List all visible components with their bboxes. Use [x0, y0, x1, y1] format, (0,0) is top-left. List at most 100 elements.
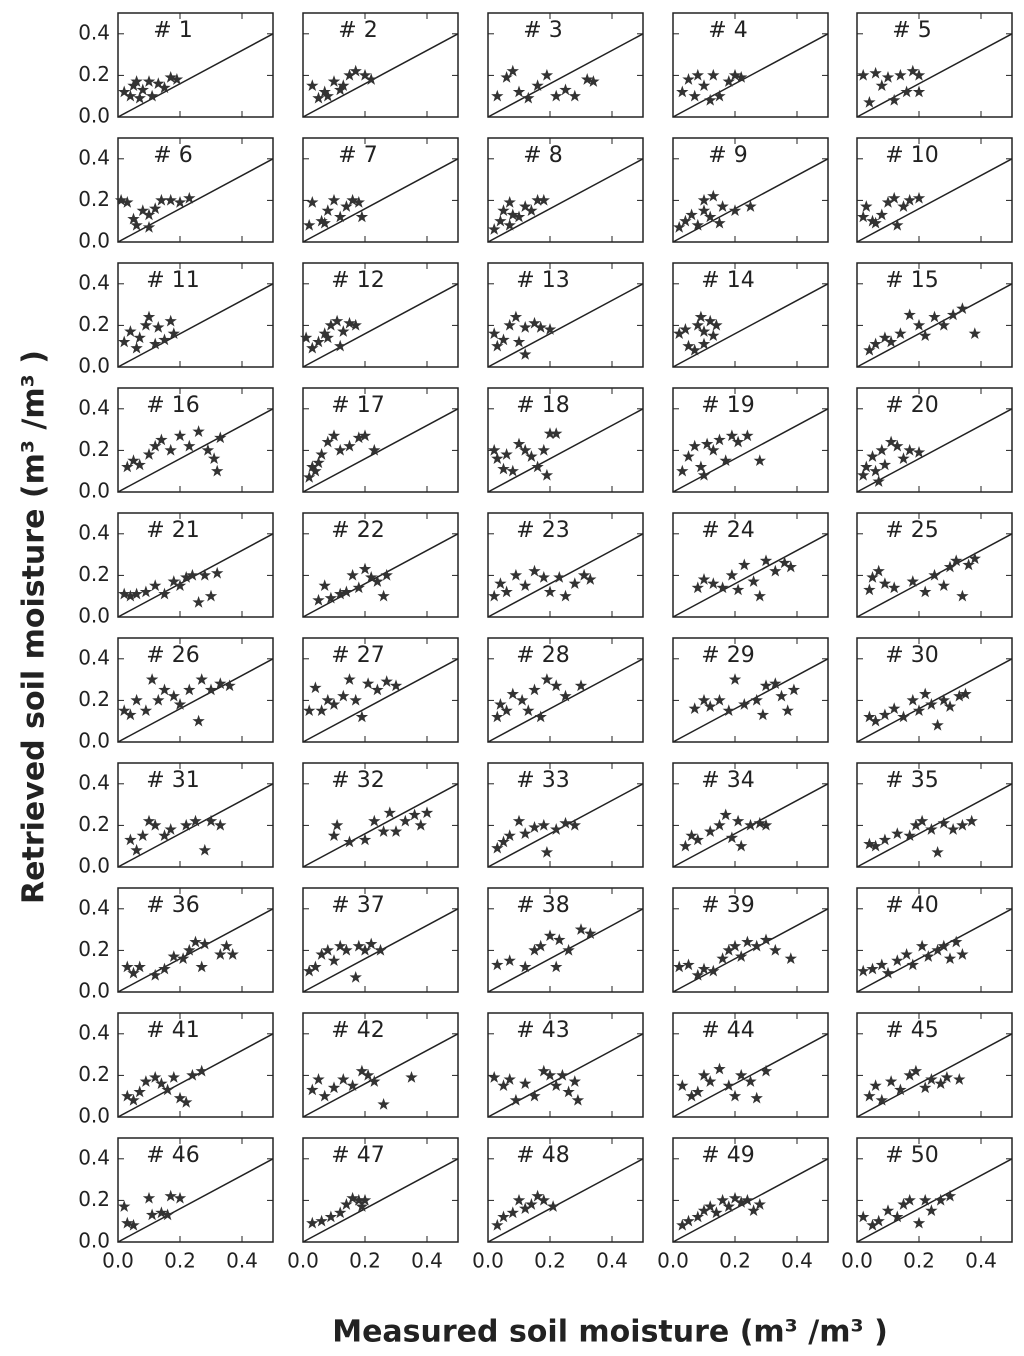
data-point: [710, 318, 723, 331]
data-point: [922, 950, 935, 962]
data-point: [343, 316, 356, 329]
data-point: [562, 1085, 575, 1098]
data-point: [919, 329, 932, 342]
reference-line: [302, 1158, 459, 1243]
data-point: [866, 214, 879, 227]
data-point: [312, 335, 325, 348]
data-point: [173, 1191, 187, 1204]
data-point: [872, 1214, 885, 1227]
data-point: [697, 1068, 711, 1081]
data-point: [358, 1193, 372, 1206]
panel-title: # 10: [885, 143, 938, 168]
data-point: [738, 698, 751, 710]
data-point: [306, 341, 319, 354]
data-point: [537, 1193, 550, 1206]
panel-frame: [117, 512, 274, 618]
data-point: [959, 687, 972, 700]
data-point: [494, 214, 507, 227]
panel-frame: [672, 762, 829, 868]
data-point: [543, 1068, 557, 1081]
data-point: [149, 439, 162, 452]
data-point: [965, 814, 978, 827]
data-point: [759, 1064, 773, 1077]
panel-title: # 23: [516, 518, 569, 543]
data-point: [863, 343, 876, 356]
data-point: [195, 673, 208, 685]
data-point: [491, 958, 504, 971]
data-point: [488, 1070, 501, 1083]
data-point: [875, 79, 888, 92]
data-point: [349, 64, 362, 77]
data-point: [584, 927, 597, 940]
data-point: [943, 952, 957, 964]
data-point: [685, 1089, 698, 1102]
data-point: [214, 677, 227, 690]
x-tick-label: 0.4: [965, 1249, 997, 1273]
x-tick-label: 0.2: [903, 1249, 935, 1273]
data-point: [503, 954, 516, 967]
data-point: [953, 689, 966, 702]
data-point: [334, 443, 347, 456]
data-point: [145, 89, 159, 102]
panel-frame: [487, 12, 644, 118]
data-point: [700, 437, 714, 450]
data-point: [912, 68, 926, 81]
data-point: [497, 333, 510, 346]
data-point: [688, 439, 701, 452]
data-point: [719, 808, 732, 821]
data-point: [697, 193, 711, 206]
data-point: [130, 75, 143, 87]
x-tick-label: 0.4: [781, 1249, 813, 1273]
data-point: [903, 443, 916, 456]
panel-frame: [856, 1137, 1013, 1243]
data-point: [719, 454, 732, 467]
data-point: [164, 193, 177, 206]
data-point: [361, 1068, 375, 1081]
data-point: [180, 1095, 193, 1108]
data-point: [337, 79, 350, 92]
x-tick-label: 0.2: [719, 1249, 751, 1273]
data-point: [894, 68, 907, 81]
data-point: [334, 1206, 347, 1219]
data-point: [337, 689, 350, 702]
data-point: [127, 1218, 140, 1231]
panel-title: # 29: [701, 643, 754, 668]
data-point: [943, 1189, 957, 1202]
data-point: [956, 818, 969, 831]
data-point: [152, 693, 165, 706]
panel-frame: [856, 512, 1013, 618]
data-point: [303, 470, 316, 483]
data-point: [869, 216, 882, 229]
data-point: [928, 310, 941, 323]
data-point: [716, 200, 729, 212]
data-point: [553, 933, 566, 946]
reference-line: [487, 33, 644, 118]
data-point: [358, 68, 372, 81]
data-point: [704, 1075, 717, 1087]
data-point: [155, 1206, 168, 1219]
data-point: [697, 79, 711, 92]
reference-line: [302, 1033, 459, 1118]
data-point: [587, 75, 600, 87]
data-point: [303, 218, 316, 231]
data-point: [713, 818, 726, 831]
reference-line: [302, 158, 459, 243]
data-point: [488, 443, 501, 456]
data-point: [525, 450, 538, 462]
data-point: [903, 308, 916, 321]
x-tick-label: 0.0: [657, 1249, 689, 1273]
data-point: [543, 585, 557, 598]
data-point: [707, 329, 720, 342]
data-point: [312, 1073, 325, 1085]
data-point: [731, 583, 745, 596]
data-point: [735, 950, 748, 962]
panel-title: # 44: [701, 1018, 754, 1043]
data-point: [198, 937, 211, 950]
data-point: [750, 1091, 763, 1104]
data-point: [697, 573, 711, 585]
y-tick-label: 0.2: [78, 187, 110, 211]
data-point: [365, 937, 378, 950]
panel-frame: [856, 12, 1013, 118]
data-point: [180, 570, 193, 583]
data-point: [725, 568, 739, 581]
